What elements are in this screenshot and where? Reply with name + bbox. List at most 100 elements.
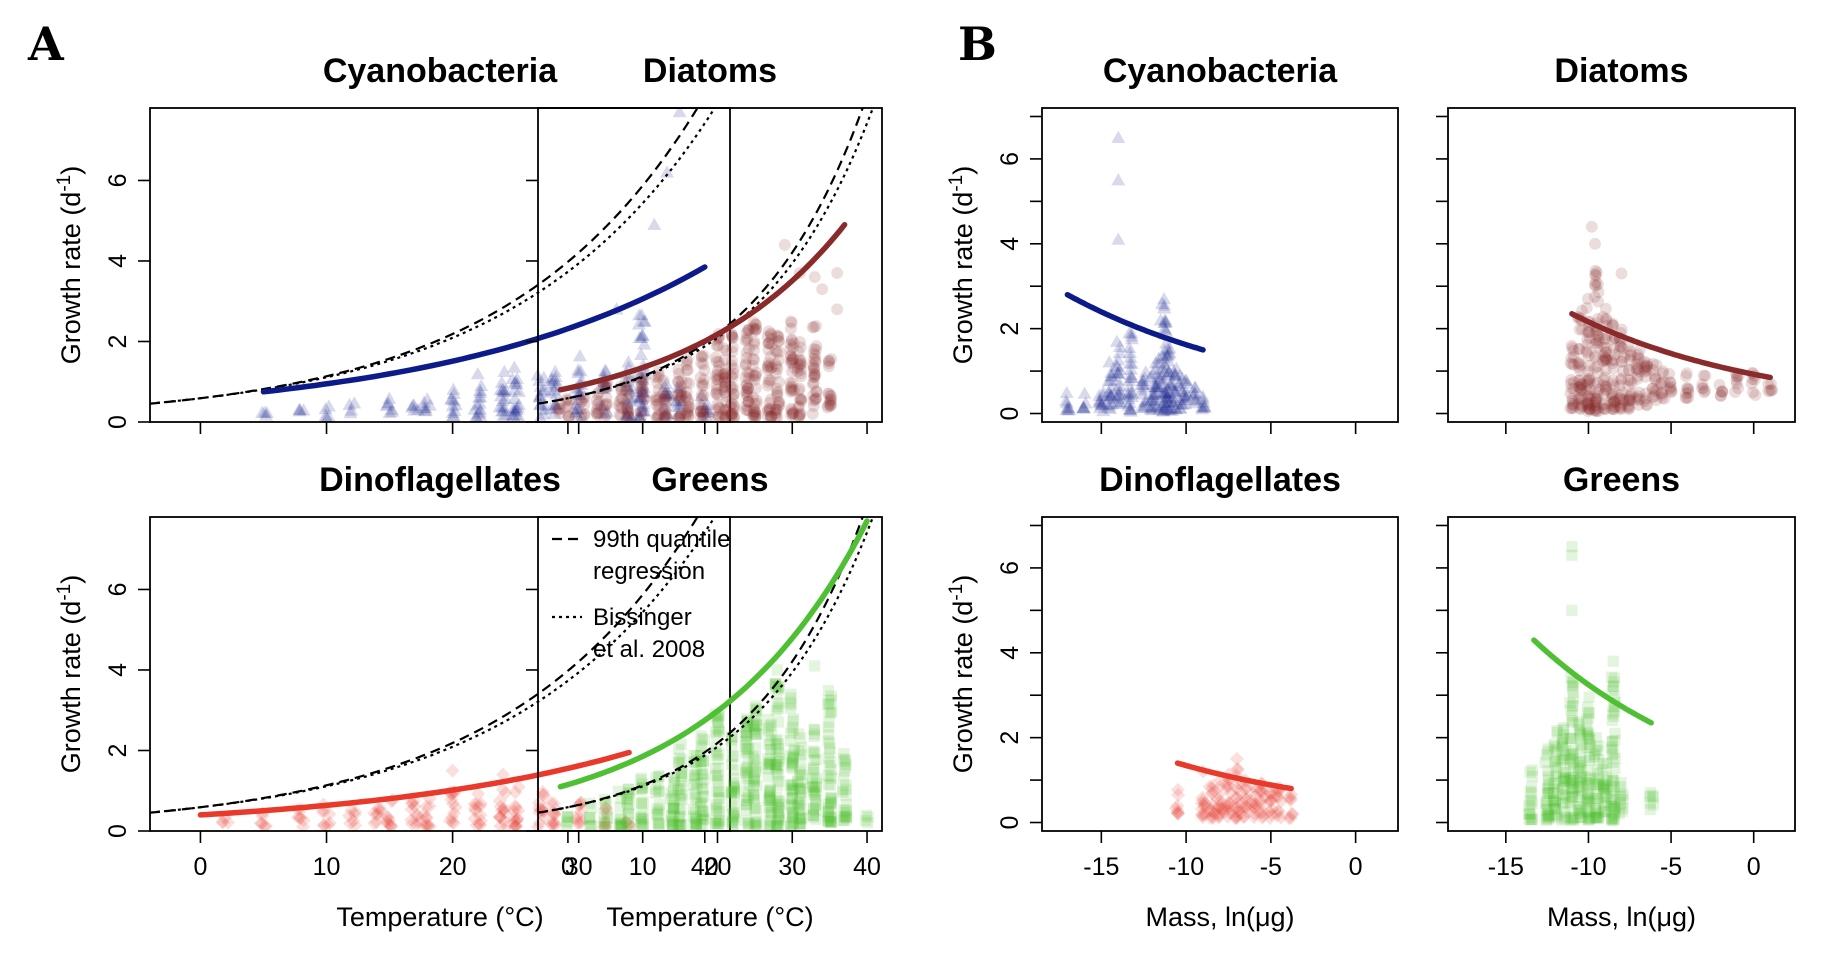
- data-point: [697, 783, 709, 795]
- data-point: [741, 403, 754, 416]
- data-point: [1608, 803, 1620, 815]
- data-point: [695, 399, 708, 412]
- data-point: [672, 411, 685, 422]
- data-point: [1573, 781, 1585, 793]
- data-point: [1608, 395, 1620, 408]
- data-point: [726, 331, 739, 344]
- data-point: [448, 397, 463, 411]
- data-point: [548, 807, 563, 822]
- data-point: [725, 786, 737, 798]
- data-point: [691, 795, 703, 807]
- data-point: [697, 389, 710, 402]
- data-point: [696, 740, 708, 752]
- data-point: [747, 409, 760, 421]
- data-point: [725, 407, 738, 420]
- data-point: [636, 388, 649, 401]
- data-point: [601, 808, 613, 820]
- data-point: [1138, 394, 1153, 407]
- data-point: [808, 747, 820, 759]
- data-point: [1605, 398, 1618, 411]
- data-point: [1576, 378, 1588, 391]
- data-point: [772, 742, 785, 755]
- data-point: [380, 817, 395, 831]
- data-point: [1592, 286, 1605, 299]
- bissinger-line: [150, 517, 716, 814]
- data-point: [765, 332, 778, 345]
- data-point: [748, 773, 760, 785]
- data-point: [1143, 401, 1158, 415]
- data-point: [1564, 402, 1577, 415]
- data-point: [1526, 770, 1539, 782]
- data-point: [1696, 382, 1709, 395]
- data-point: [726, 392, 739, 405]
- data-point: [1646, 363, 1659, 376]
- data-point: [1146, 377, 1161, 390]
- data-point: [613, 395, 626, 408]
- data-point: [583, 813, 595, 826]
- data-point: [656, 399, 671, 412]
- data-point: [1592, 792, 1604, 805]
- data-point: [695, 405, 708, 417]
- data-point: [1600, 353, 1613, 366]
- data-point: [742, 396, 755, 408]
- data-point: [695, 797, 707, 809]
- data-point: [496, 408, 511, 421]
- data-point: [669, 794, 681, 806]
- data-point: [725, 409, 737, 422]
- data-point: [747, 316, 760, 329]
- data-point: [698, 734, 710, 746]
- data-point: [594, 381, 609, 394]
- data-point: [344, 403, 359, 416]
- data-point: [1630, 358, 1643, 371]
- data-point: [536, 803, 551, 818]
- data-point: [773, 345, 786, 358]
- data-point: [793, 411, 805, 422]
- data-point: [839, 806, 852, 819]
- panel-title: Greens: [1563, 461, 1680, 499]
- data-point: [317, 818, 332, 831]
- data-point: [1229, 811, 1244, 826]
- data-point: [1591, 360, 1604, 373]
- data-point: [749, 411, 761, 422]
- data-point: [676, 754, 688, 766]
- data-point: [1248, 796, 1263, 811]
- data-point: [369, 815, 384, 830]
- data-point: [741, 378, 753, 391]
- data-point: [1599, 354, 1612, 367]
- data-point: [1548, 777, 1561, 790]
- data-point: [650, 411, 663, 422]
- data-point: [1566, 812, 1578, 824]
- data-point: [293, 811, 308, 826]
- data-point: [769, 403, 782, 416]
- data-point: [1656, 391, 1669, 404]
- data-point: [576, 395, 588, 408]
- data-point: [765, 744, 777, 756]
- data-point: [794, 753, 806, 765]
- data-point: [1559, 774, 1572, 786]
- data-point: [1600, 791, 1612, 803]
- data-point: [1247, 800, 1262, 815]
- data-point: [1606, 684, 1618, 696]
- data-point: [672, 367, 685, 380]
- data-point: [725, 734, 737, 746]
- data-point: [770, 798, 782, 810]
- data-point: [673, 792, 686, 804]
- data-point: [1573, 807, 1586, 819]
- data-point: [1148, 380, 1163, 393]
- data-points: [1523, 541, 1659, 826]
- data-point: [1576, 323, 1589, 336]
- data-point: [793, 408, 806, 421]
- data-point: [728, 813, 741, 826]
- data-point: [658, 386, 673, 399]
- data-point: [1616, 342, 1629, 355]
- data-point: [1104, 365, 1119, 378]
- data-point: [1665, 386, 1678, 399]
- data-point: [619, 406, 634, 420]
- data-point: [1104, 369, 1119, 382]
- data-point: [636, 397, 651, 410]
- data-point: [785, 354, 798, 366]
- data-point: [1713, 378, 1726, 391]
- data-point: [1647, 357, 1660, 370]
